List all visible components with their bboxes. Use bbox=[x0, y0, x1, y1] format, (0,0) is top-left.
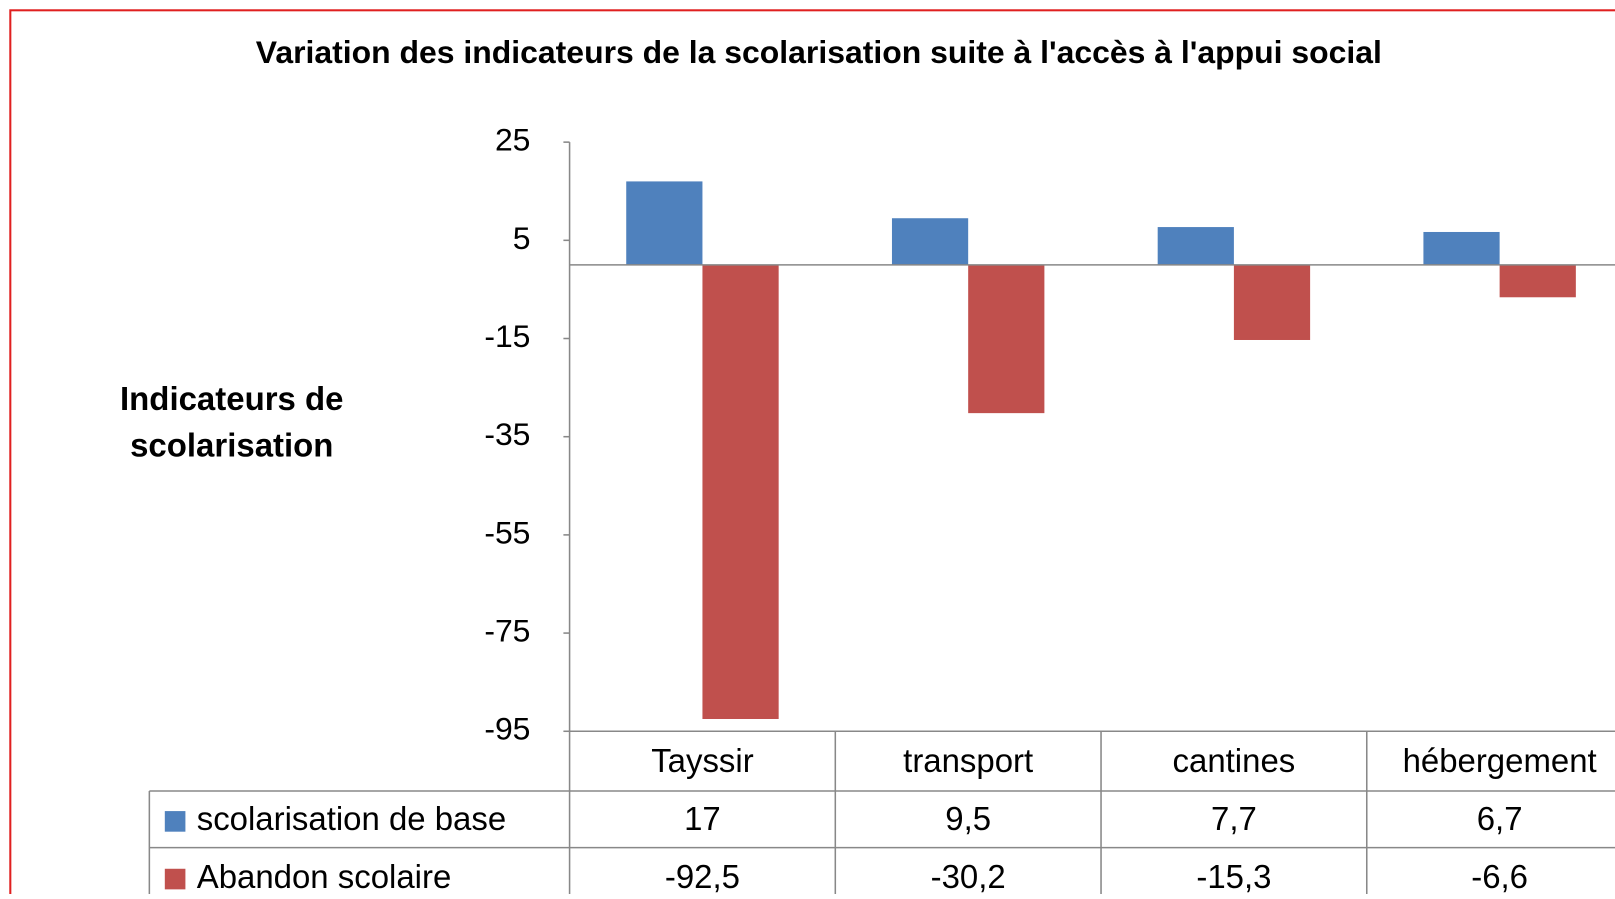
chart-title: Variation des indicateurs de la scolaris… bbox=[255, 33, 1382, 71]
legend-swatch bbox=[164, 811, 186, 832]
data-label: -30,2 bbox=[931, 858, 1006, 894]
bar bbox=[1499, 264, 1576, 298]
y-tick-label: 25 bbox=[495, 122, 531, 158]
y-axis-label: Indicateurs de scolarisation bbox=[120, 380, 344, 464]
y-tick-label: 5 bbox=[513, 220, 531, 256]
legend-label: scolarisation de base bbox=[197, 800, 506, 837]
y-tick-label: -55 bbox=[484, 514, 530, 550]
legend-swatch bbox=[164, 868, 186, 890]
data-label: 17 bbox=[684, 800, 721, 837]
x-tick-label: hébergement bbox=[1403, 742, 1597, 779]
bar bbox=[1423, 231, 1500, 265]
bar bbox=[891, 218, 969, 265]
y-tick-label: -15 bbox=[484, 318, 530, 354]
data-label: -15,3 bbox=[1196, 858, 1271, 894]
x-tick-label: cantines bbox=[1173, 742, 1296, 779]
y-tick-label: -95 bbox=[484, 711, 530, 747]
y-label-box: Indicateurs de scolarisation bbox=[120, 380, 344, 464]
bar bbox=[702, 264, 779, 719]
chart-border bbox=[9, 9, 1615, 899]
x-tick-label: Tayssir bbox=[651, 742, 754, 779]
y-tick-label: -35 bbox=[484, 416, 530, 452]
data-label: 9,5 bbox=[945, 800, 991, 837]
data-label: 7,7 bbox=[1211, 800, 1257, 837]
bar bbox=[1233, 264, 1311, 340]
title-box: Variation des indicateurs de la scolaris… bbox=[255, 33, 1382, 71]
bar bbox=[968, 264, 1045, 414]
bar bbox=[626, 181, 703, 265]
bar bbox=[1157, 227, 1234, 265]
x-tick-label: transport bbox=[903, 742, 1033, 779]
data-label: -92,5 bbox=[665, 858, 740, 894]
data-label: -6,6 bbox=[1471, 858, 1528, 894]
y-tick-label: -75 bbox=[484, 613, 530, 649]
data-label: 6,7 bbox=[1477, 800, 1523, 837]
legend-label: Abandon scolaire bbox=[197, 858, 452, 894]
